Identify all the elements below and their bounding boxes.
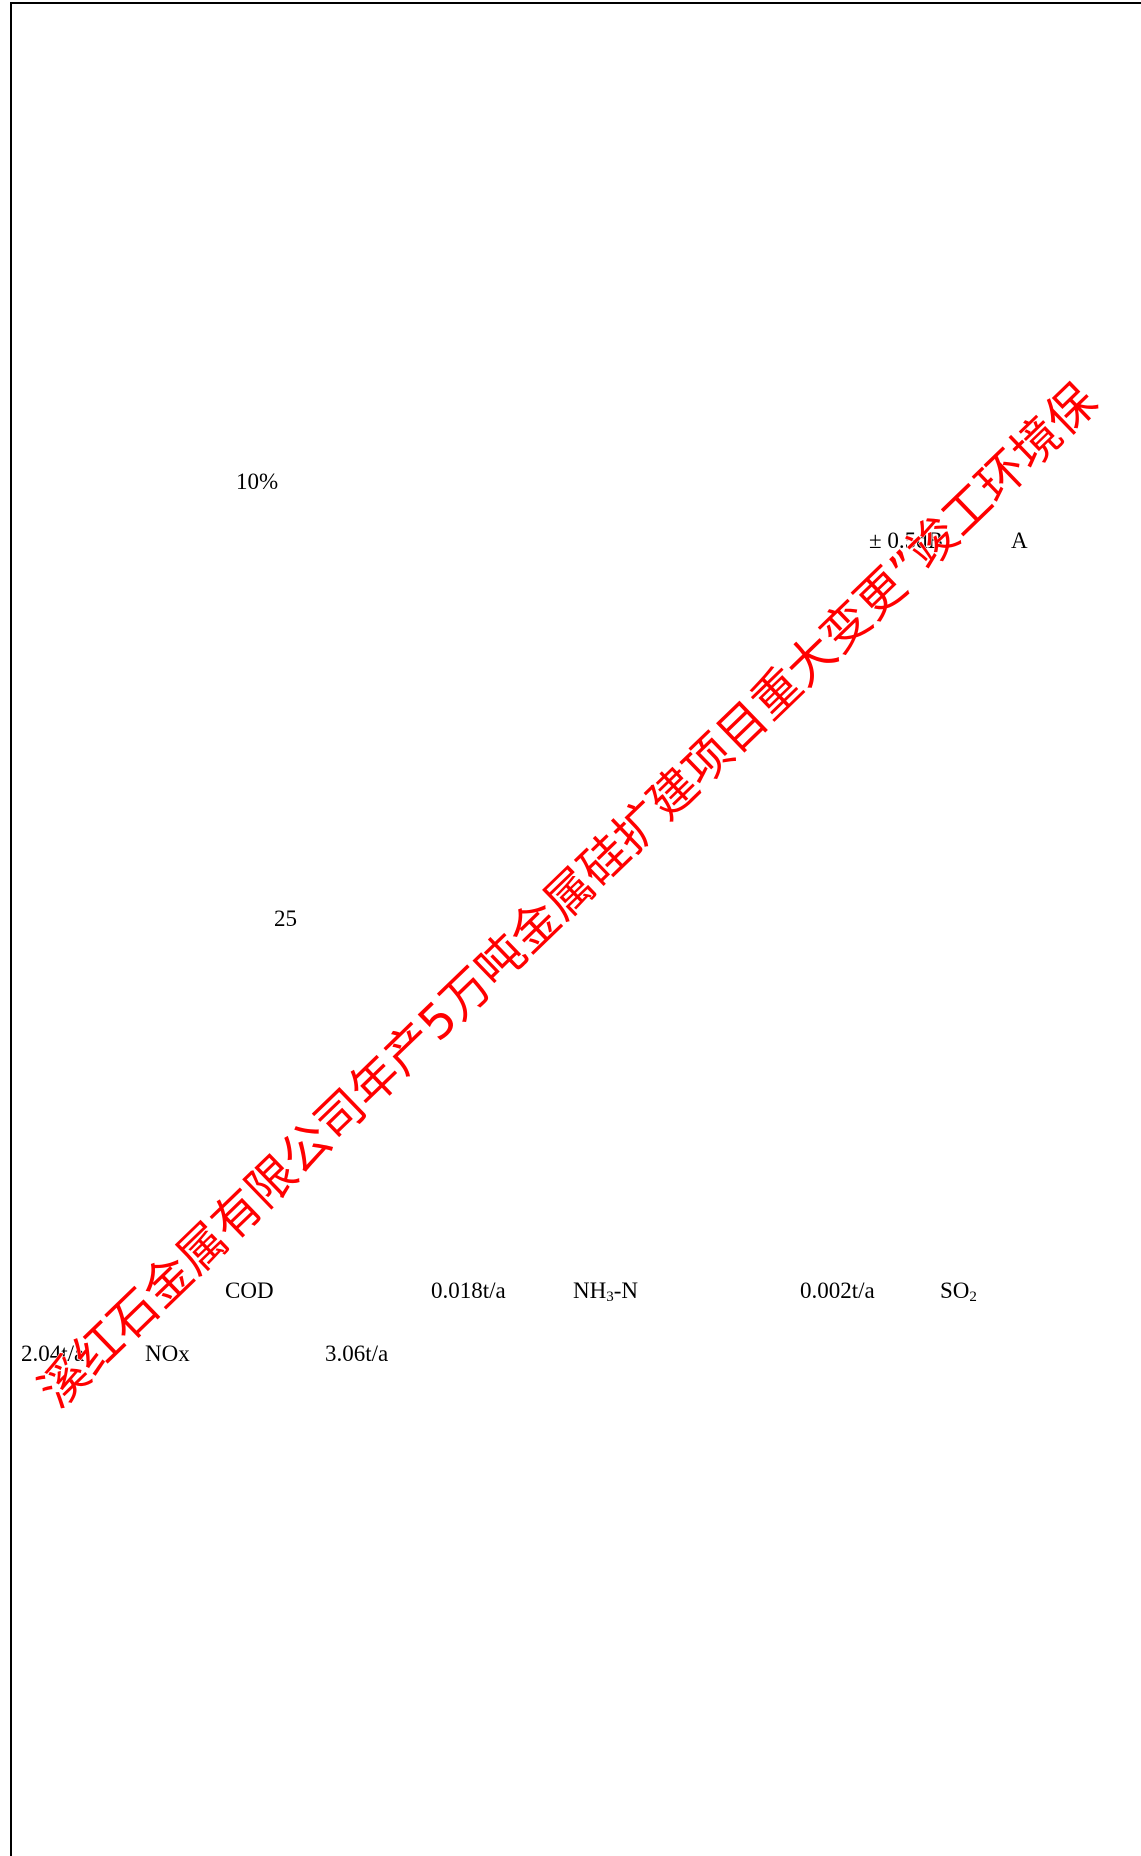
text-fragment: 25: [274, 907, 297, 930]
text: 0.002t/a: [800, 1278, 875, 1303]
text: 0.018t/a: [431, 1278, 506, 1303]
subscript: 3: [606, 1289, 614, 1305]
page-border: [10, 2, 1141, 1856]
text-fragment: A: [1011, 529, 1028, 552]
text: 25: [274, 906, 297, 931]
text-fragment: 0.002t/a: [800, 1279, 875, 1302]
text: NOx: [145, 1341, 190, 1366]
watermark: 溪红石金属有限公司年产5万吨金属硅扩建项目重大变更”竣工环境保: [28, 373, 1108, 1419]
text: 3.06t/a: [325, 1341, 389, 1366]
text-fragment: 10%: [236, 470, 278, 493]
text-fragment: 2.04t/a: [21, 1342, 84, 1365]
text-fragment: NOx: [145, 1342, 190, 1365]
text: 2.04t/a: [21, 1341, 85, 1366]
text: NH: [573, 1278, 607, 1303]
text-fragment: 0.018t/a: [431, 1279, 506, 1302]
text-fragment: ± 0.5dB: [869, 529, 943, 552]
text: SO: [940, 1278, 970, 1303]
text-tail: -N: [613, 1278, 639, 1303]
text-fragment: COD: [225, 1279, 274, 1302]
text: A: [1011, 528, 1028, 553]
text: 10%: [236, 469, 279, 494]
text-fragment: SO2: [940, 1279, 977, 1305]
text-fragment: 3.06t/a: [325, 1342, 388, 1365]
subscript: 2: [969, 1289, 977, 1305]
text-fragment: NH3-N: [573, 1279, 638, 1305]
text: COD: [225, 1278, 274, 1303]
text: ± 0.5dB: [869, 528, 943, 553]
